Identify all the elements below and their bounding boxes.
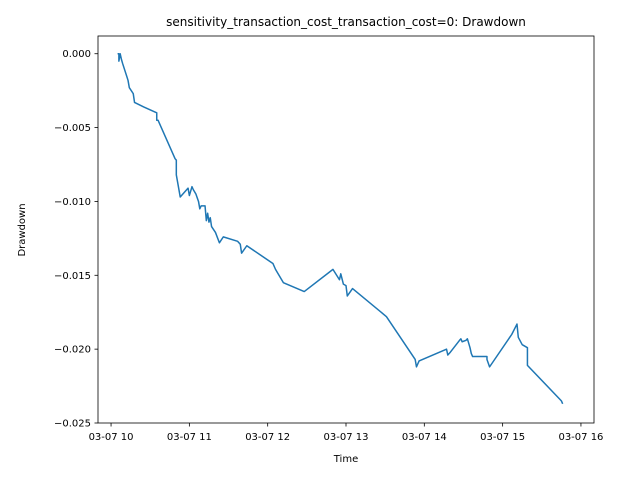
x-axis: 03-07 10 03-07 11 03-07 12 03-07 13 03-07 14… bbox=[89, 423, 603, 443]
x-tick-label: 03-07 14 bbox=[402, 432, 447, 443]
y-tick-label: 0.000 bbox=[62, 49, 91, 60]
y-tick-label: −0.025 bbox=[54, 419, 91, 430]
plot-frame bbox=[97, 35, 595, 424]
y-axis: 0.000 −0.005 −0.010 −0.015 −0.020 −0.025 bbox=[54, 49, 98, 430]
x-axis-label: Time bbox=[333, 454, 358, 465]
x-tick-label: 03-07 12 bbox=[245, 432, 290, 443]
y-tick-label: −0.005 bbox=[54, 123, 91, 134]
chart-title: sensitivity_transaction_cost_transaction… bbox=[166, 15, 526, 29]
x-tick-label: 03-07 15 bbox=[480, 432, 525, 443]
drawdown-series-line bbox=[117, 52, 564, 405]
y-tick-label: −0.015 bbox=[54, 271, 91, 282]
x-tick-label: 03-07 10 bbox=[89, 432, 134, 443]
y-tick-label: −0.020 bbox=[54, 345, 91, 356]
x-tick-label: 03-07 16 bbox=[558, 432, 603, 443]
y-tick-label: −0.010 bbox=[54, 197, 91, 208]
y-axis-label: Drawdown bbox=[17, 203, 28, 256]
plot-area bbox=[117, 52, 564, 405]
x-tick-label: 03-07 13 bbox=[324, 432, 369, 443]
x-tick-label: 03-07 11 bbox=[167, 432, 212, 443]
